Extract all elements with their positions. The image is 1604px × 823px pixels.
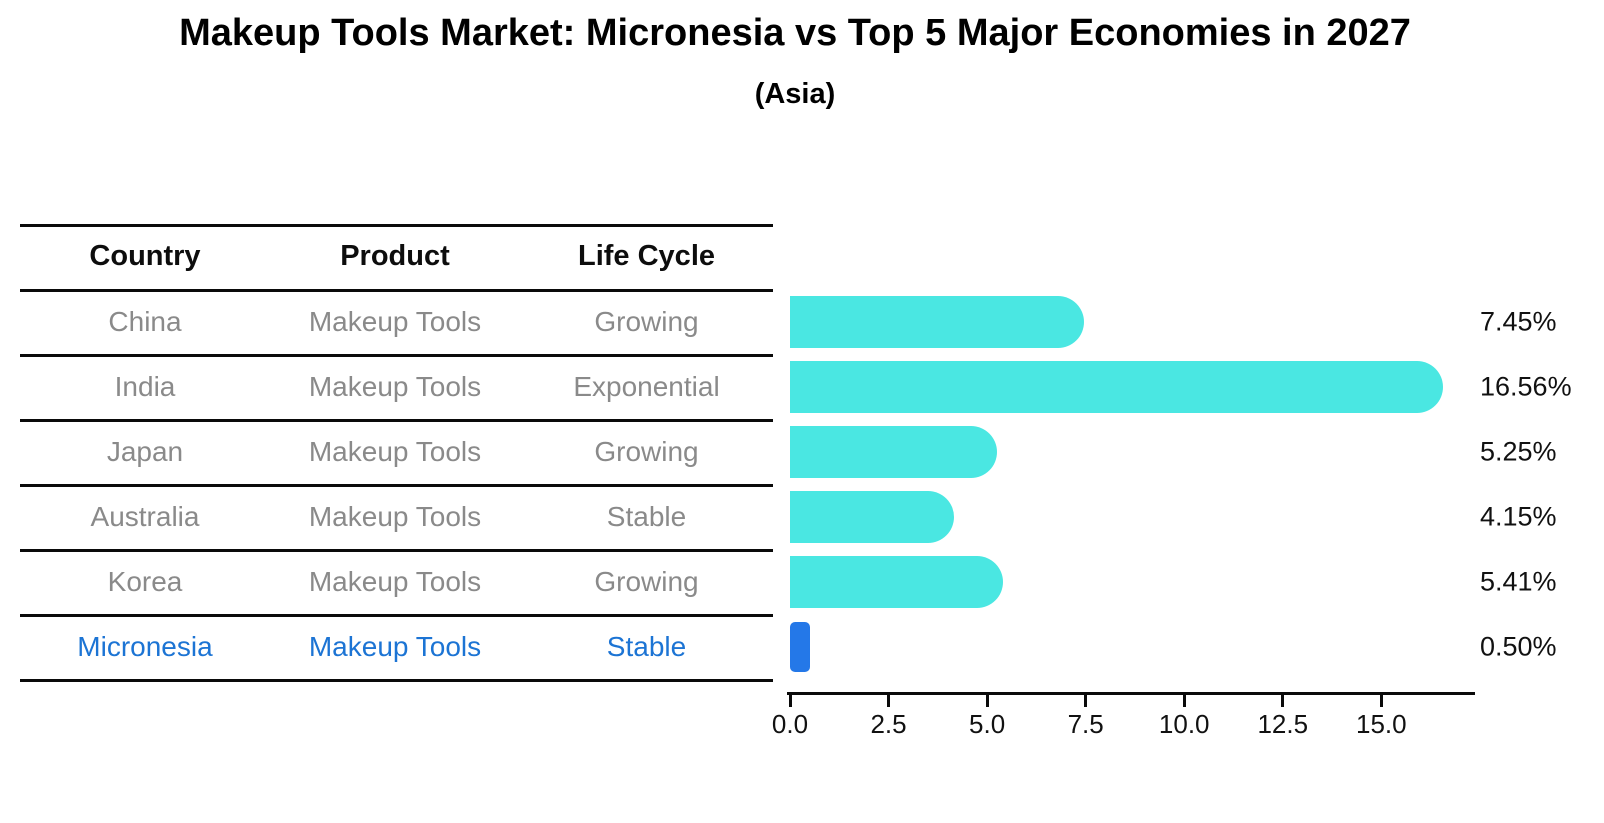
cell-country: India <box>114 371 176 402</box>
x-axis-tick-label: 10.0 <box>1158 709 1210 739</box>
bar-value-label: 4.15% <box>1480 501 1557 531</box>
table-rule <box>20 224 773 227</box>
x-axis-tick-label: 2.5 <box>870 709 907 739</box>
table-header-row: Country Product Life Cycle <box>20 224 773 289</box>
table-rule <box>20 484 773 487</box>
table-rule <box>20 549 773 552</box>
column-header-product: Product <box>340 240 450 272</box>
cell-country: Australia <box>90 501 200 532</box>
x-axis-tick <box>985 695 989 707</box>
cell-product: Makeup Tools <box>308 436 482 467</box>
x-axis-tick <box>1281 695 1285 707</box>
x-axis-tick-label: 5.0 <box>969 709 1006 739</box>
cell-life-cycle: Stable <box>606 501 687 532</box>
x-axis-line <box>787 692 1475 695</box>
cell-country: Micronesia <box>77 631 213 662</box>
bar-value-label: 0.50% <box>1480 631 1557 661</box>
x-axis-tick-label: 15.0 <box>1356 709 1407 739</box>
x-axis-tick <box>1084 695 1088 707</box>
x-axis-tick-label: 7.5 <box>1067 709 1104 739</box>
column-header-country: Country <box>89 240 201 272</box>
table-rule <box>20 679 773 682</box>
table-row: China Makeup Tools Growing <box>20 289 773 354</box>
x-axis-tick-label: 0.0 <box>771 709 809 739</box>
table-row: Japan Makeup Tools Growing <box>20 419 773 484</box>
x-axis-tick <box>887 695 891 707</box>
x-axis-tick <box>788 695 792 707</box>
cell-country: Japan <box>106 436 184 467</box>
table-rule <box>20 289 773 292</box>
bar-micronesia <box>790 621 810 672</box>
bar-australia <box>790 490 954 543</box>
table-rule <box>20 419 773 422</box>
table-row: Australia Makeup Tools Stable <box>20 484 773 549</box>
bar-value-label: 5.41% <box>1480 566 1557 596</box>
cell-product: Makeup Tools <box>308 371 482 402</box>
bar-chart: 7.45% 16.56% 5.25% 4.15% 5.41% 0.50% 0.0 2.5 5.0… <box>772 289 1572 739</box>
cell-life-cycle: Growing <box>594 436 699 467</box>
bar-china <box>790 295 1084 348</box>
cell-life-cycle: Exponential <box>573 371 720 402</box>
table-row: India Makeup Tools Exponential <box>20 354 773 419</box>
x-axis-tick <box>1379 695 1383 707</box>
bar-japan <box>790 425 997 478</box>
country-table: Country Product Life Cycle China Makeup … <box>20 224 773 682</box>
bar-value-label: 5.25% <box>1480 436 1557 466</box>
cell-product: Makeup Tools <box>308 631 482 662</box>
chart-title: Makeup Tools Market: Micronesia vs Top 5… <box>179 12 1411 54</box>
bar-value-label: 7.45% <box>1480 306 1557 336</box>
bar-value-label: 16.56% <box>1480 371 1572 401</box>
bar-korea <box>790 555 1004 608</box>
x-axis-tick-label: 12.5 <box>1257 709 1309 739</box>
bar-india <box>790 360 1443 413</box>
cell-country: Korea <box>107 566 183 597</box>
cell-life-cycle: Stable <box>606 631 687 662</box>
cell-life-cycle: Growing <box>594 566 699 597</box>
column-header-life-cycle: Life Cycle <box>578 240 715 272</box>
chart-subtitle: (Asia) <box>754 78 836 110</box>
cell-product: Makeup Tools <box>308 501 482 532</box>
x-axis-tick <box>1182 695 1186 707</box>
cell-product: Makeup Tools <box>308 566 482 597</box>
table-rule <box>20 614 773 617</box>
table-row: Micronesia Makeup Tools Stable <box>20 614 773 679</box>
table-rule <box>20 354 773 357</box>
cell-life-cycle: Growing <box>594 306 699 337</box>
table-row: Korea Makeup Tools Growing <box>20 549 773 614</box>
cell-product: Makeup Tools <box>308 306 482 337</box>
cell-country: China <box>108 306 182 337</box>
